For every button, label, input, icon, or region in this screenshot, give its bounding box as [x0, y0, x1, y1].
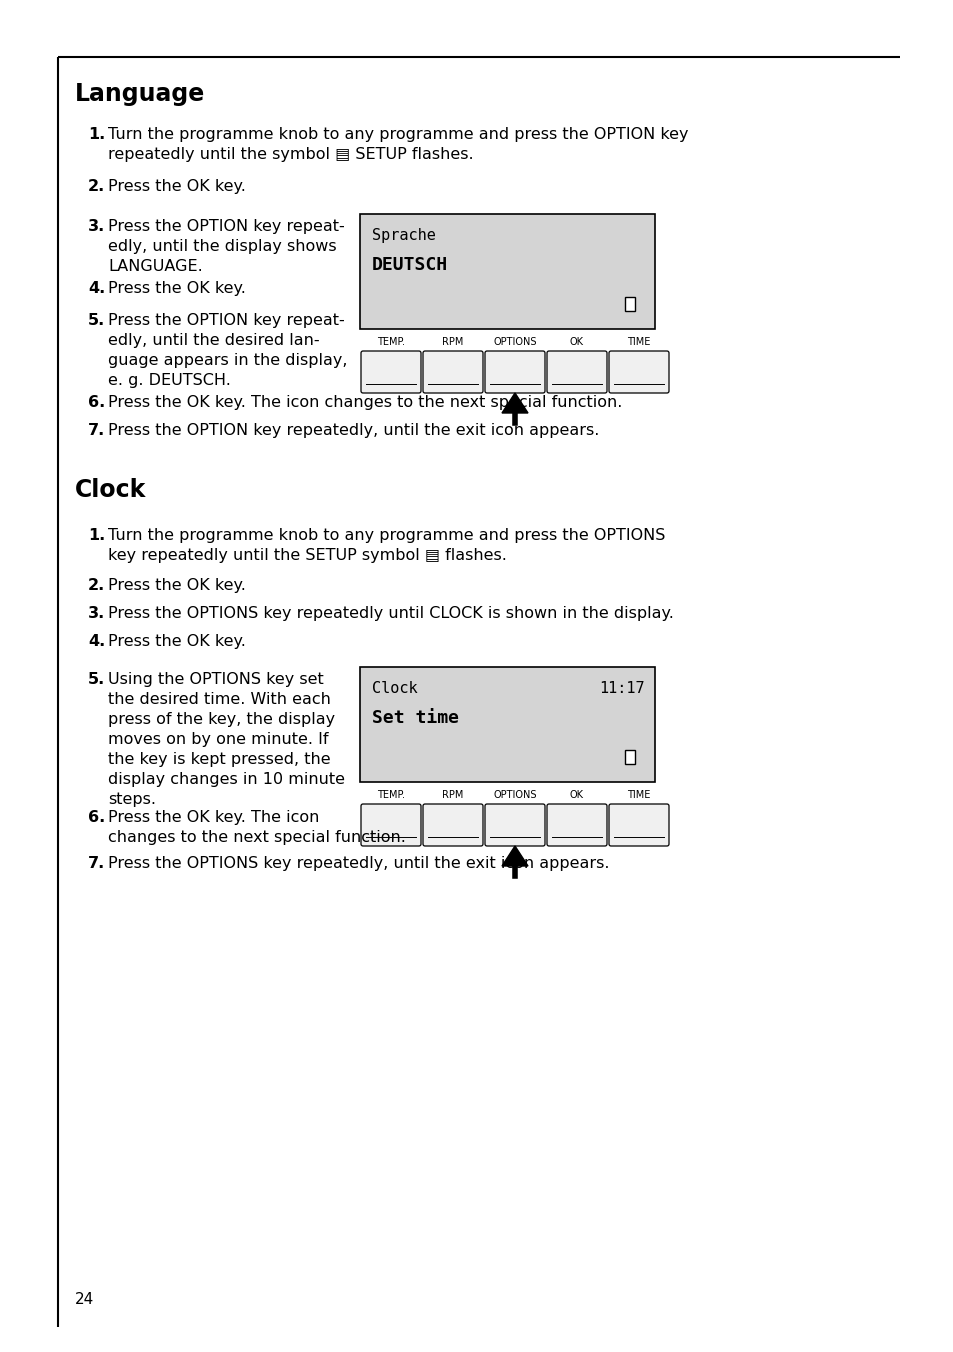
FancyBboxPatch shape — [546, 352, 606, 393]
Text: OK: OK — [569, 337, 583, 347]
Text: TIME: TIME — [627, 790, 650, 800]
Text: TEMP.: TEMP. — [376, 337, 405, 347]
Text: Press the OK key. The icon: Press the OK key. The icon — [108, 810, 319, 825]
Text: guage appears in the display,: guage appears in the display, — [108, 353, 347, 368]
FancyBboxPatch shape — [484, 804, 544, 846]
Text: Press the OK key. The icon changes to the next special function.: Press the OK key. The icon changes to th… — [108, 395, 621, 410]
FancyBboxPatch shape — [608, 352, 668, 393]
Text: steps.: steps. — [108, 792, 156, 807]
Text: Clock: Clock — [75, 479, 146, 502]
Text: 7.: 7. — [88, 423, 105, 438]
Bar — [624, 297, 635, 311]
Text: 3.: 3. — [88, 219, 105, 234]
Bar — [624, 750, 635, 764]
Text: 1.: 1. — [88, 127, 105, 142]
Text: Turn the programme knob to any programme and press the OPTIONS: Turn the programme knob to any programme… — [108, 529, 664, 544]
FancyBboxPatch shape — [360, 352, 420, 393]
Text: e. g. DEUTSCH.: e. g. DEUTSCH. — [108, 373, 231, 388]
Text: the desired time. With each: the desired time. With each — [108, 692, 331, 707]
Text: press of the key, the display: press of the key, the display — [108, 713, 335, 727]
Text: Press the OK key.: Press the OK key. — [108, 178, 246, 193]
Text: 11:17: 11:17 — [598, 681, 644, 696]
Text: RPM: RPM — [442, 790, 463, 800]
Text: 3.: 3. — [88, 606, 105, 621]
Text: RPM: RPM — [442, 337, 463, 347]
Text: 4.: 4. — [88, 634, 105, 649]
Text: Sprache: Sprache — [372, 228, 436, 243]
Text: Using the OPTIONS key set: Using the OPTIONS key set — [108, 672, 323, 687]
Text: 4.: 4. — [88, 281, 105, 296]
Text: OPTIONS: OPTIONS — [493, 337, 537, 347]
Text: 2.: 2. — [88, 178, 105, 193]
Text: Language: Language — [75, 82, 205, 105]
FancyBboxPatch shape — [422, 352, 482, 393]
Text: Clock: Clock — [372, 681, 417, 696]
Text: 7.: 7. — [88, 856, 105, 871]
Text: OPTIONS: OPTIONS — [493, 790, 537, 800]
Text: Press the OK key.: Press the OK key. — [108, 634, 246, 649]
Text: TIME: TIME — [627, 337, 650, 347]
Text: LANGUAGE.: LANGUAGE. — [108, 260, 203, 274]
Text: 6.: 6. — [88, 810, 105, 825]
Text: display changes in 10 minute: display changes in 10 minute — [108, 772, 345, 787]
Text: edly, until the display shows: edly, until the display shows — [108, 239, 336, 254]
Text: moves on by one minute. If: moves on by one minute. If — [108, 731, 328, 748]
FancyBboxPatch shape — [546, 804, 606, 846]
Text: Press the OPTION key repeat-: Press the OPTION key repeat- — [108, 219, 344, 234]
Text: Press the OPTION key repeat-: Press the OPTION key repeat- — [108, 314, 344, 329]
FancyBboxPatch shape — [484, 352, 544, 393]
Text: Set time: Set time — [372, 708, 458, 727]
Text: 5.: 5. — [88, 314, 105, 329]
Text: changes to the next special function.: changes to the next special function. — [108, 830, 405, 845]
Bar — [359, 667, 655, 781]
Text: Press the OPTIONS key repeatedly until CLOCK is shown in the display.: Press the OPTIONS key repeatedly until C… — [108, 606, 673, 621]
Text: TEMP.: TEMP. — [376, 790, 405, 800]
Text: DEUTSCH: DEUTSCH — [372, 256, 448, 274]
Bar — [359, 214, 655, 329]
Text: OK: OK — [569, 790, 583, 800]
FancyBboxPatch shape — [608, 804, 668, 846]
Text: 24: 24 — [75, 1293, 94, 1307]
Text: 6.: 6. — [88, 395, 105, 410]
Text: 2.: 2. — [88, 579, 105, 594]
Polygon shape — [501, 846, 527, 867]
Text: Press the OK key.: Press the OK key. — [108, 579, 246, 594]
Text: key repeatedly until the SETUP symbol ▤ flashes.: key repeatedly until the SETUP symbol ▤ … — [108, 548, 506, 562]
Text: 1.: 1. — [88, 529, 105, 544]
Text: Turn the programme knob to any programme and press the OPTION key: Turn the programme knob to any programme… — [108, 127, 688, 142]
FancyBboxPatch shape — [360, 804, 420, 846]
Text: Press the OPTION key repeatedly, until the exit icon appears.: Press the OPTION key repeatedly, until t… — [108, 423, 598, 438]
Text: Press the OPTIONS key repeatedly, until the exit icon appears.: Press the OPTIONS key repeatedly, until … — [108, 856, 609, 871]
Text: 5.: 5. — [88, 672, 105, 687]
Text: repeatedly until the symbol ▤ SETUP flashes.: repeatedly until the symbol ▤ SETUP flas… — [108, 147, 473, 162]
Text: edly, until the desired lan-: edly, until the desired lan- — [108, 333, 319, 347]
Polygon shape — [501, 393, 527, 412]
FancyBboxPatch shape — [422, 804, 482, 846]
Text: the key is kept pressed, the: the key is kept pressed, the — [108, 752, 331, 767]
Text: Press the OK key.: Press the OK key. — [108, 281, 246, 296]
